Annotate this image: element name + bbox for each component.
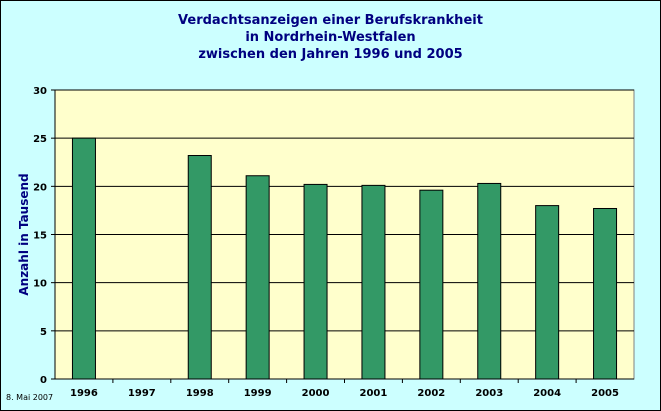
x-tick-label: 2000 (302, 388, 330, 399)
y-tick-label: 15 (33, 231, 47, 242)
bar-2002 (419, 189, 444, 380)
bar-2001 (361, 184, 386, 380)
bar-1999 (245, 175, 270, 380)
bar-2000 (303, 183, 328, 380)
y-tick-label: 0 (40, 375, 47, 386)
y-axis-title: Anzahl in Tausend (17, 173, 31, 295)
y-tick-label: 10 (33, 279, 47, 290)
x-tick-label: 1998 (186, 388, 214, 399)
x-tick-label: 2001 (360, 388, 388, 399)
x-tick-label: 1999 (244, 388, 272, 399)
y-tick-label: 25 (33, 134, 47, 145)
chart-title-line-2: in Nordrhein-Westfalen (245, 30, 416, 45)
y-tick-label: 5 (40, 327, 47, 338)
chart-title-line-3: zwischen den Jahren 1996 und 2005 (198, 47, 463, 62)
x-tick-label: 1997 (128, 388, 156, 399)
x-tick-label: 2004 (533, 388, 561, 399)
date-footnote: 8. Mai 2007 (6, 393, 54, 402)
x-tick-label: 1996 (70, 388, 98, 399)
bar-2004 (535, 205, 560, 380)
bar-2003 (477, 182, 502, 380)
y-tick-label: 30 (33, 86, 47, 97)
x-tick-label: 2005 (591, 388, 619, 399)
x-tick-label: 2002 (417, 388, 445, 399)
bar-2005 (593, 207, 618, 380)
y-tick-label: 20 (33, 182, 47, 193)
x-tick-label: 2003 (475, 388, 503, 399)
bar-1998 (187, 155, 212, 380)
chart-title-line-1: Verdachtsanzeigen einer Berufskrankheit (178, 13, 483, 28)
bar-1996 (71, 137, 96, 380)
